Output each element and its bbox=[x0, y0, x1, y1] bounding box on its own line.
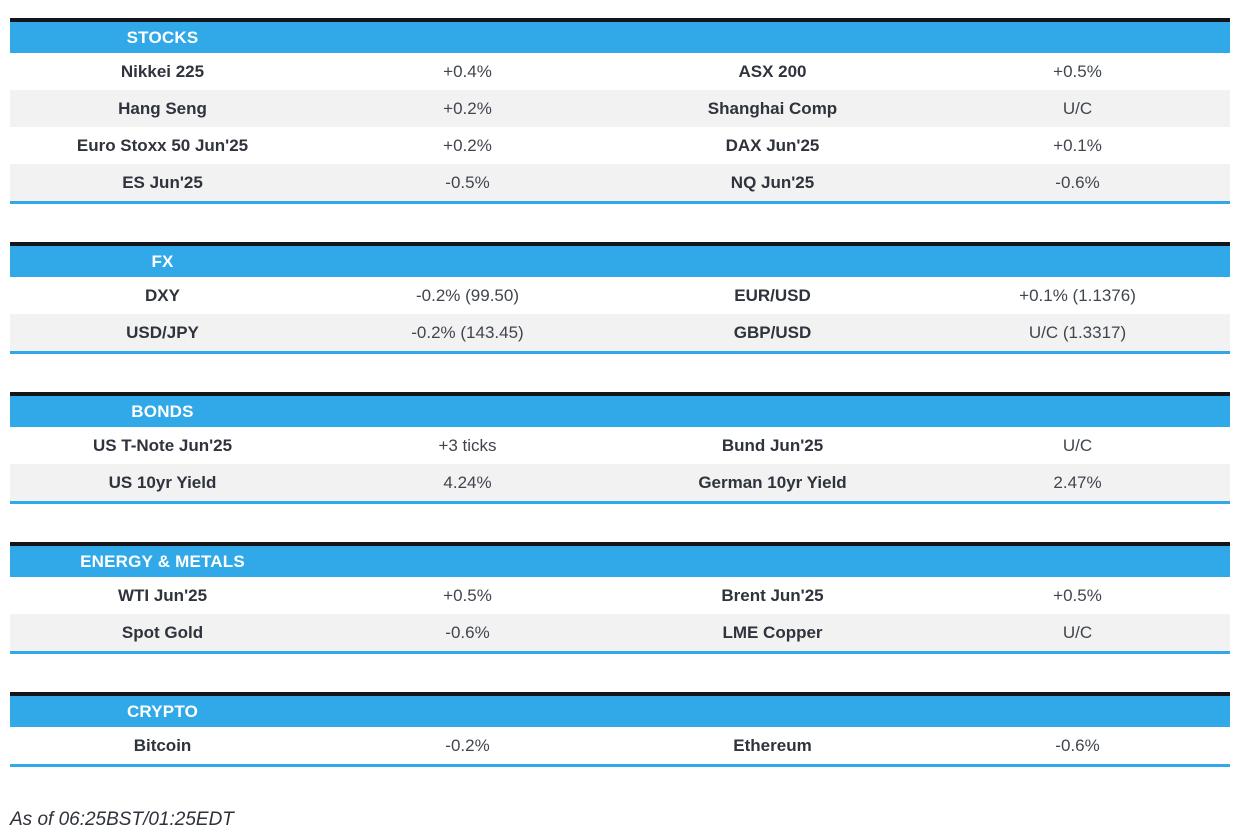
instrument-value: -0.6% bbox=[1055, 736, 1100, 755]
instrument-value: +0.2% bbox=[443, 99, 492, 118]
table-row: ES Jun'25 -0.5% NQ Jun'25 -0.6% bbox=[10, 164, 1230, 201]
instrument-value: +0.5% bbox=[1053, 62, 1102, 81]
instrument-label: EUR/USD bbox=[734, 286, 811, 305]
table-row: Spot Gold -0.6% LME Copper U/C bbox=[10, 614, 1230, 651]
section-energy-metals: ENERGY & METALS WTI Jun'25 +0.5% Brent J… bbox=[10, 542, 1230, 654]
table-row: Nikkei 225 +0.4% ASX 200 +0.5% bbox=[10, 53, 1230, 90]
section-title: ENERGY & METALS bbox=[80, 552, 245, 571]
instrument-value: +3 ticks bbox=[438, 436, 497, 455]
table-row: Hang Seng +0.2% Shanghai Comp U/C bbox=[10, 90, 1230, 127]
instrument-value: 2.47% bbox=[1053, 473, 1102, 492]
section-fx: FX DXY -0.2% (99.50) EUR/USD +0.1% (1.13… bbox=[10, 242, 1230, 354]
section-crypto: CRYPTO Bitcoin -0.2% Ethereum -0.6% bbox=[10, 692, 1230, 767]
instrument-value: U/C bbox=[1062, 99, 1093, 118]
instrument-label: Bitcoin bbox=[133, 736, 192, 755]
instrument-label: Hang Seng bbox=[118, 99, 207, 118]
instrument-value: U/C (1.3317) bbox=[1028, 323, 1127, 342]
instrument-label: DAX Jun'25 bbox=[725, 136, 820, 155]
section-stocks: STOCKS Nikkei 225 +0.4% ASX 200 +0.5% Ha… bbox=[10, 18, 1230, 204]
instrument-label: USD/JPY bbox=[126, 323, 199, 342]
instrument-value: +0.4% bbox=[443, 62, 492, 81]
instrument-label: Spot Gold bbox=[121, 623, 204, 642]
instrument-value: +0.5% bbox=[443, 586, 492, 605]
instrument-label: ASX 200 bbox=[738, 62, 807, 81]
instrument-label: Nikkei 225 bbox=[120, 62, 205, 81]
instrument-label: US 10yr Yield bbox=[108, 473, 217, 492]
instrument-label: German 10yr Yield bbox=[698, 473, 847, 492]
instrument-value: -0.2% (143.45) bbox=[411, 323, 524, 342]
section-title: CRYPTO bbox=[126, 702, 199, 721]
instrument-label: LME Copper bbox=[722, 623, 823, 642]
table-row: USD/JPY -0.2% (143.45) GBP/USD U/C (1.33… bbox=[10, 314, 1230, 351]
instrument-label: Ethereum bbox=[733, 736, 812, 755]
table-row: DXY -0.2% (99.50) EUR/USD +0.1% (1.1376) bbox=[10, 277, 1230, 314]
instrument-value: -0.2% (99.50) bbox=[416, 286, 519, 305]
instrument-label: Euro Stoxx 50 Jun'25 bbox=[76, 136, 249, 155]
instrument-value: -0.6% bbox=[445, 623, 490, 642]
instrument-label: WTI Jun'25 bbox=[117, 586, 208, 605]
instrument-value: -0.6% bbox=[1055, 173, 1100, 192]
instrument-label: Bund Jun'25 bbox=[721, 436, 824, 455]
instrument-value: U/C bbox=[1062, 436, 1093, 455]
table-row: US T-Note Jun'25 +3 ticks Bund Jun'25 U/… bbox=[10, 427, 1230, 464]
instrument-label: DXY bbox=[145, 286, 180, 305]
instrument-value: -0.5% bbox=[445, 173, 490, 192]
instrument-label: NQ Jun'25 bbox=[730, 173, 815, 192]
table-row: Bitcoin -0.2% Ethereum -0.6% bbox=[10, 727, 1230, 764]
instrument-value: +0.5% bbox=[1053, 586, 1102, 605]
instrument-label: Shanghai Comp bbox=[707, 99, 838, 118]
section-title: FX bbox=[151, 252, 174, 271]
table-row: US 10yr Yield 4.24% German 10yr Yield 2.… bbox=[10, 464, 1230, 501]
section-header-crypto: CRYPTO bbox=[10, 696, 1230, 727]
instrument-label: US T-Note Jun'25 bbox=[92, 436, 233, 455]
section-header-fx: FX bbox=[10, 246, 1230, 277]
instrument-label: Brent Jun'25 bbox=[721, 586, 824, 605]
table-row: WTI Jun'25 +0.5% Brent Jun'25 +0.5% bbox=[10, 577, 1230, 614]
instrument-value: +0.1% (1.1376) bbox=[1019, 286, 1136, 305]
section-header-bonds: BONDS bbox=[10, 396, 1230, 427]
section-header-stocks: STOCKS bbox=[10, 22, 1230, 53]
table-row: Euro Stoxx 50 Jun'25 +0.2% DAX Jun'25 +0… bbox=[10, 127, 1230, 164]
section-title: BONDS bbox=[131, 402, 194, 421]
instrument-value: -0.2% bbox=[445, 736, 490, 755]
section-header-energy-metals: ENERGY & METALS bbox=[10, 546, 1230, 577]
instrument-label: GBP/USD bbox=[733, 323, 812, 342]
instrument-value: 4.24% bbox=[443, 473, 492, 492]
instrument-value: U/C bbox=[1062, 623, 1093, 642]
instrument-value: +0.1% bbox=[1053, 136, 1102, 155]
section-bonds: BONDS US T-Note Jun'25 +3 ticks Bund Jun… bbox=[10, 392, 1230, 504]
instrument-value: +0.2% bbox=[443, 136, 492, 155]
section-title: STOCKS bbox=[126, 28, 199, 47]
as-of-timestamp: As of 06:25BST/01:25EDT bbox=[10, 809, 234, 830]
instrument-label: ES Jun'25 bbox=[122, 173, 203, 192]
